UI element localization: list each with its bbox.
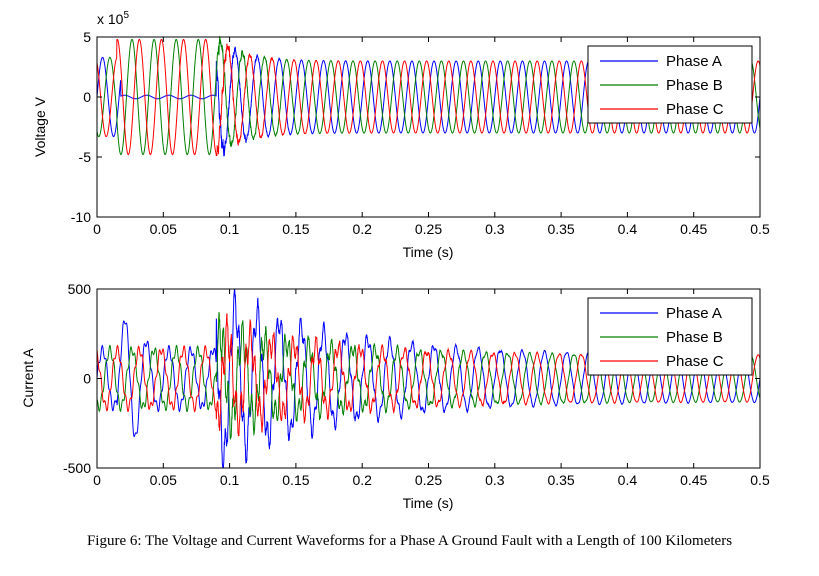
current-x-tick-label: 0.5 — [750, 472, 770, 488]
current-series-phase-b — [96, 312, 761, 440]
voltage-ticks: 0 0.05 0.1 0.15 0.2 0.25 0.3 0.35 0.4 0.45 0.5 5 0 -5… — [71, 29, 770, 237]
current-ticks: 0 0.05 0.1 0.15 0.2 0.25 0.3 0.35 0.4 0.45 0.5 500 0… — [63, 281, 770, 488]
current-legend-label: Phase B — [666, 329, 723, 346]
voltage-x-tick-label: 0.4 — [618, 221, 638, 237]
voltage-y-tick-label: -10 — [71, 209, 91, 225]
voltage-y-tick-label: 0 — [83, 89, 91, 105]
voltage-series-phase-b — [96, 35, 761, 156]
current-x-tick-label: 0.2 — [352, 472, 372, 488]
voltage-x-axis-label: Time (s) — [403, 244, 454, 260]
voltage-x-tick-label: 0.35 — [547, 221, 574, 237]
voltage-legend-label: Phase B — [666, 77, 723, 94]
current-plot: 0 0.05 0.1 0.15 0.2 0.25 0.3 0.35 0.4 0.45 0.5 500 0… — [20, 281, 770, 511]
figure-caption: Figure 6: The Voltage and Current Wavefo… — [86, 533, 733, 549]
current-y-tick-label: 500 — [68, 281, 92, 297]
current-x-tick-label: 0.45 — [680, 472, 707, 488]
voltage-y-tick-label: 5 — [83, 29, 91, 45]
current-x-axis-label: Time (s) — [403, 495, 454, 511]
voltage-x-tick-label: 0.45 — [680, 221, 707, 237]
current-y-axis-label: Current A — [20, 348, 36, 408]
current-x-tick-label: 0.05 — [150, 472, 177, 488]
voltage-legend-label: Phase A — [666, 53, 722, 70]
current-legend: Phase A Phase B Phase C — [587, 297, 753, 376]
current-y-tick-label: -500 — [63, 460, 91, 476]
voltage-plot: 0 0.05 0.1 0.15 0.2 0.25 0.3 0.35 0.4 0.45 0.5 5 0 -5… — [32, 10, 770, 260]
current-x-tick-label: 0 — [93, 472, 101, 488]
current-x-tick-label: 0.35 — [547, 472, 574, 488]
current-legend-label: Phase C — [666, 353, 724, 370]
current-x-tick-label: 0.15 — [282, 472, 309, 488]
voltage-y-multiplier: x 105 — [97, 10, 129, 27]
current-x-tick-label: 0.1 — [220, 472, 240, 488]
current-x-tick-label: 0.3 — [485, 472, 505, 488]
current-y-tick-label: 0 — [83, 371, 91, 387]
voltage-y-axis-label: Voltage V — [32, 96, 48, 157]
voltage-x-tick-label: 0.5 — [750, 221, 770, 237]
voltage-x-tick-label: 0.1 — [220, 221, 240, 237]
voltage-x-tick-label: 0 — [93, 221, 101, 237]
current-x-tick-label: 0.25 — [415, 472, 442, 488]
voltage-y-tick-label: -5 — [79, 149, 92, 165]
voltage-x-tick-label: 0.25 — [415, 221, 442, 237]
current-series-phase-a — [96, 288, 761, 469]
current-x-tick-label: 0.4 — [618, 472, 638, 488]
voltage-x-tick-label: 0.3 — [485, 221, 505, 237]
voltage-x-tick-label: 0.05 — [150, 221, 177, 237]
voltage-x-tick-label: 0.2 — [352, 221, 372, 237]
current-legend-label: Phase A — [666, 305, 722, 322]
voltage-x-tick-label: 0.15 — [282, 221, 309, 237]
voltage-legend: Phase A Phase B Phase C — [587, 45, 753, 124]
voltage-legend-label: Phase C — [666, 101, 724, 118]
